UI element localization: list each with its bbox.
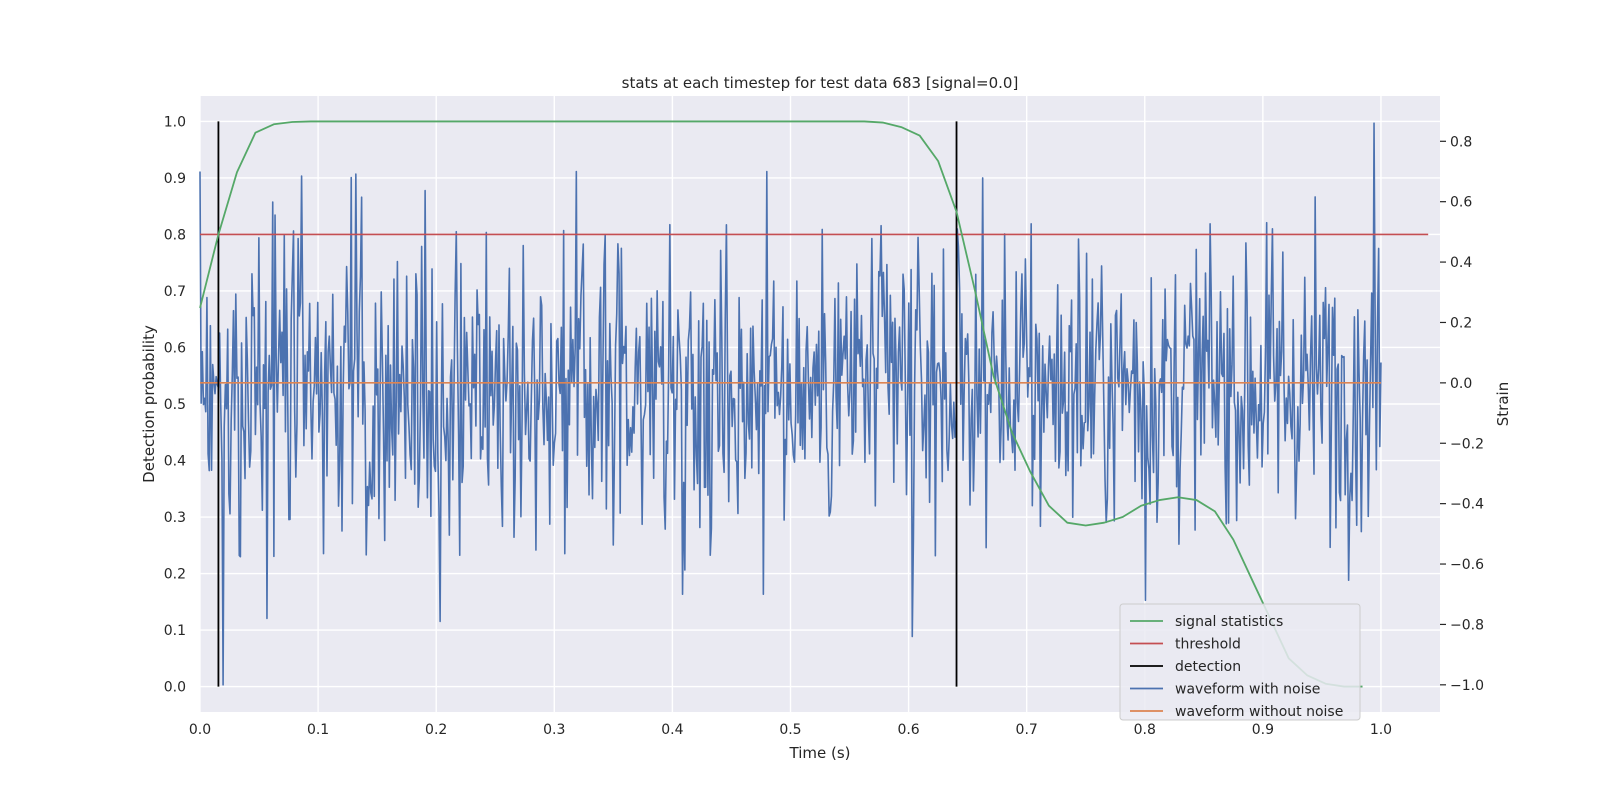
y-tick-label: 0.8 bbox=[164, 227, 186, 243]
y2-tick-label: −1.0 bbox=[1450, 678, 1484, 694]
right-axis: −1.0 −0.8 −0.6 −0.4 −0.2 0.0 0.2 0.4 0.6 0.8 bbox=[1440, 134, 1484, 694]
y-tick-label: 0.3 bbox=[164, 510, 186, 526]
series-layer bbox=[199, 120, 1429, 688]
y2-tick-label: 0.4 bbox=[1450, 255, 1472, 271]
x-tick-label: 0.5 bbox=[779, 722, 801, 738]
y2-tick-label: −0.2 bbox=[1450, 436, 1484, 452]
x-tick-label: 0.7 bbox=[1016, 722, 1038, 738]
y-axis-label: Detection probability bbox=[140, 325, 158, 483]
left-axis: 0.0 0.1 0.2 0.3 0.4 0.5 0.6 0.7 0.8 0.9 1.0 bbox=[164, 114, 186, 695]
legend-label: detection bbox=[1175, 659, 1241, 675]
y-tick-label: 0.4 bbox=[164, 454, 186, 470]
legend: signal statistics threshold detection wavef… bbox=[1119, 603, 1361, 721]
y-tick-label: 0.9 bbox=[164, 171, 186, 187]
y2-tick-label: 0.6 bbox=[1450, 195, 1472, 211]
y-tick-label: 0.5 bbox=[164, 397, 186, 413]
x-tick-label: 0.8 bbox=[1134, 722, 1156, 738]
y2-axis-label: Strain bbox=[1494, 382, 1512, 426]
legend-label: waveform with noise bbox=[1175, 682, 1320, 698]
signal-statistics-line bbox=[199, 120, 1363, 688]
legend-box bbox=[1119, 603, 1361, 721]
y-tick-label: 0.7 bbox=[164, 284, 186, 300]
y-tick-label: 0.1 bbox=[164, 623, 186, 639]
x-tick-label: 0.2 bbox=[425, 722, 447, 738]
y-tick-label: 0.2 bbox=[164, 567, 186, 583]
x-axis: 0.0 0.1 0.2 0.3 0.4 0.5 0.6 0.7 0.8 0.9 1.0 bbox=[189, 722, 1392, 738]
legend-label: signal statistics bbox=[1175, 614, 1283, 630]
x-tick-label: 0.4 bbox=[661, 722, 683, 738]
chart-title: stats at each timestep for test data 683… bbox=[622, 74, 1019, 92]
y2-tick-label: −0.8 bbox=[1450, 617, 1484, 633]
y2-tick-label: 0.0 bbox=[1450, 376, 1472, 392]
y-tick-label: 1.0 bbox=[164, 114, 186, 130]
x-axis-label: Time (s) bbox=[789, 744, 851, 762]
legend-label: waveform without noise bbox=[1175, 704, 1343, 720]
y2-tick-label: 0.8 bbox=[1450, 134, 1472, 150]
waveform-with-noise-line bbox=[199, 122, 1382, 686]
x-tick-label: 0.1 bbox=[307, 722, 329, 738]
legend-label: threshold bbox=[1175, 637, 1241, 653]
x-tick-label: 0.0 bbox=[189, 722, 211, 738]
y2-tick-label: −0.6 bbox=[1450, 557, 1484, 573]
y-tick-label: 0.6 bbox=[164, 340, 186, 356]
x-tick-label: 0.6 bbox=[897, 722, 919, 738]
y2-tick-label: −0.4 bbox=[1450, 497, 1484, 513]
y-tick-label: 0.0 bbox=[164, 680, 186, 696]
x-tick-label: 0.3 bbox=[543, 722, 565, 738]
x-tick-label: 1.0 bbox=[1370, 722, 1392, 738]
y2-tick-label: 0.2 bbox=[1450, 315, 1472, 331]
x-tick-label: 0.9 bbox=[1252, 722, 1274, 738]
